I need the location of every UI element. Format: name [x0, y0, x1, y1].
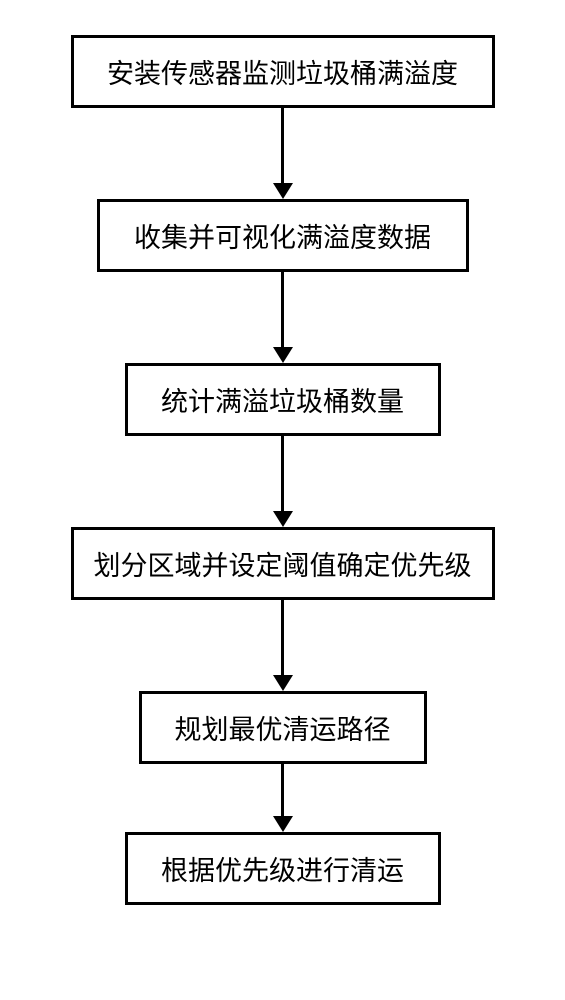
- flowchart-container: 安装传感器监测垃圾桶满溢度 收集并可视化满溢度数据 统计满溢垃圾桶数量 划分区域…: [0, 0, 565, 905]
- flow-node-5: 规划最优清运路径: [139, 691, 427, 764]
- flow-arrow-1: [273, 108, 293, 199]
- arrow-head-icon: [273, 347, 293, 363]
- flow-node-2: 收集并可视化满溢度数据: [97, 199, 469, 272]
- arrow-line: [281, 436, 284, 511]
- flow-node-4: 划分区域并设定阈值确定优先级: [71, 527, 495, 600]
- arrow-head-icon: [273, 511, 293, 527]
- arrow-head-icon: [273, 183, 293, 199]
- arrow-line: [281, 764, 284, 816]
- flow-node-6: 根据优先级进行清运: [125, 832, 441, 905]
- flow-node-1: 安装传感器监测垃圾桶满溢度: [71, 35, 495, 108]
- arrow-line: [281, 272, 284, 347]
- arrow-head-icon: [273, 675, 293, 691]
- arrow-head-icon: [273, 816, 293, 832]
- flow-arrow-2: [273, 272, 293, 363]
- arrow-line: [281, 600, 284, 675]
- flow-arrow-5: [273, 764, 293, 832]
- flow-arrow-4: [273, 600, 293, 691]
- arrow-line: [281, 108, 284, 183]
- flow-arrow-3: [273, 436, 293, 527]
- flow-node-3: 统计满溢垃圾桶数量: [125, 363, 441, 436]
